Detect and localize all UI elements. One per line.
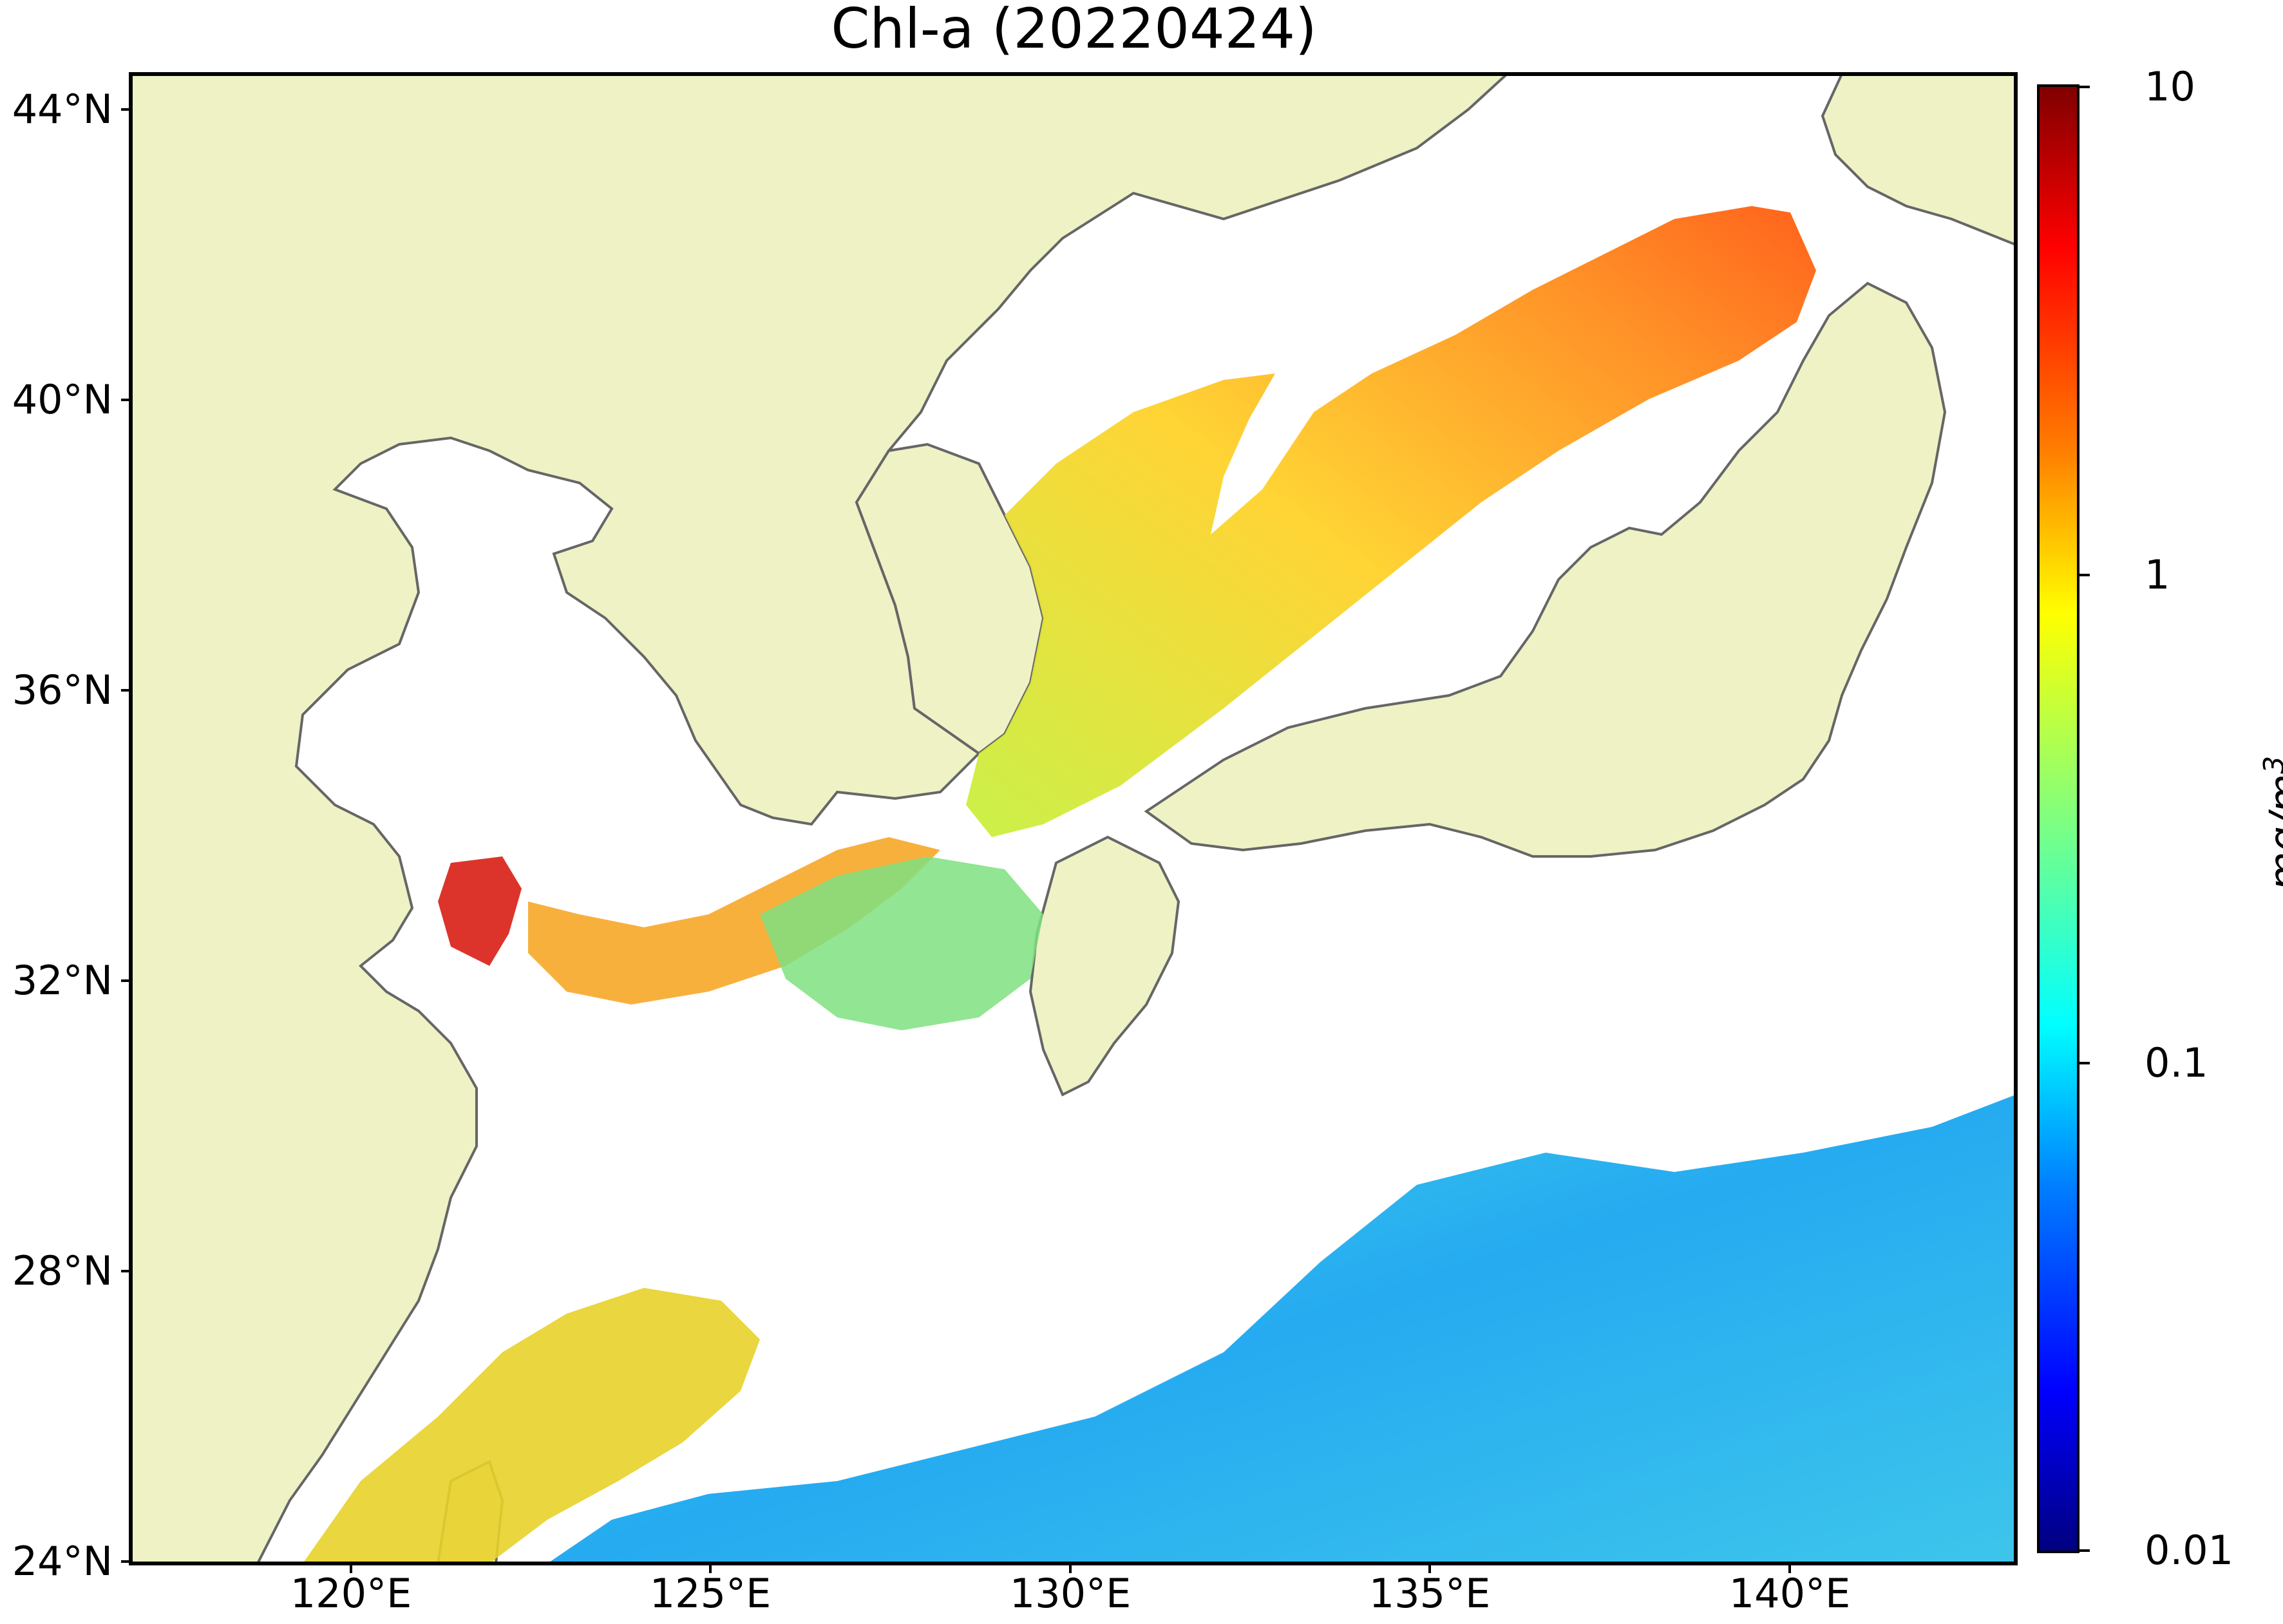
lat-label-44: 44°N bbox=[12, 86, 113, 133]
lat-label-24: 24°N bbox=[12, 1538, 113, 1585]
lat-label-28: 28°N bbox=[12, 1247, 113, 1294]
land-japan-hokkaido bbox=[1821, 74, 2016, 247]
lon-label-140: 140°E bbox=[1729, 1570, 1851, 1617]
chl-taiwan-strait bbox=[303, 1288, 760, 1563]
colorbar-label-0-1: 0.1 bbox=[2145, 1039, 2208, 1086]
unit-text: mg/m bbox=[2260, 773, 2283, 891]
land-japan-kyushu-shikoku bbox=[1028, 835, 1180, 1097]
map-frame bbox=[129, 72, 2018, 1565]
land-japan-honshu bbox=[1144, 281, 1947, 858]
unit-exponent: 3 bbox=[2258, 756, 2283, 774]
colorbar bbox=[2037, 84, 2079, 1553]
lat-label-32: 32°N bbox=[12, 957, 113, 1004]
lon-label-125: 125°E bbox=[649, 1570, 772, 1617]
lon-label-135: 135°E bbox=[1369, 1570, 1491, 1617]
map-layers bbox=[131, 74, 2016, 1563]
colorbar-ticks bbox=[2078, 86, 2090, 1552]
colorbar-label-10: 10 bbox=[2145, 63, 2195, 110]
colorbar-unit-label: mg/m3 bbox=[2258, 756, 2283, 891]
colorbar-label-0-01: 0.01 bbox=[2145, 1527, 2234, 1574]
lon-ticks bbox=[350, 1563, 1791, 1573]
lat-label-40: 40°N bbox=[12, 376, 113, 423]
lat-ticks bbox=[121, 108, 131, 1563]
chl-pacific-open-ocean bbox=[547, 1095, 2016, 1563]
lat-label-36: 36°N bbox=[12, 666, 113, 713]
colorbar-label-1: 1 bbox=[2145, 551, 2170, 598]
chl-yellow-sea-coast bbox=[438, 856, 522, 966]
map-title: Chl-a (20220424) bbox=[831, 0, 1317, 61]
land-china-korea bbox=[131, 74, 1509, 1563]
chl-east-china-sea-green bbox=[760, 856, 1043, 1030]
chl-sea-of-japan bbox=[966, 206, 1816, 837]
lon-label-130: 130°E bbox=[1009, 1570, 1132, 1617]
lon-label-120: 120°E bbox=[290, 1570, 412, 1617]
